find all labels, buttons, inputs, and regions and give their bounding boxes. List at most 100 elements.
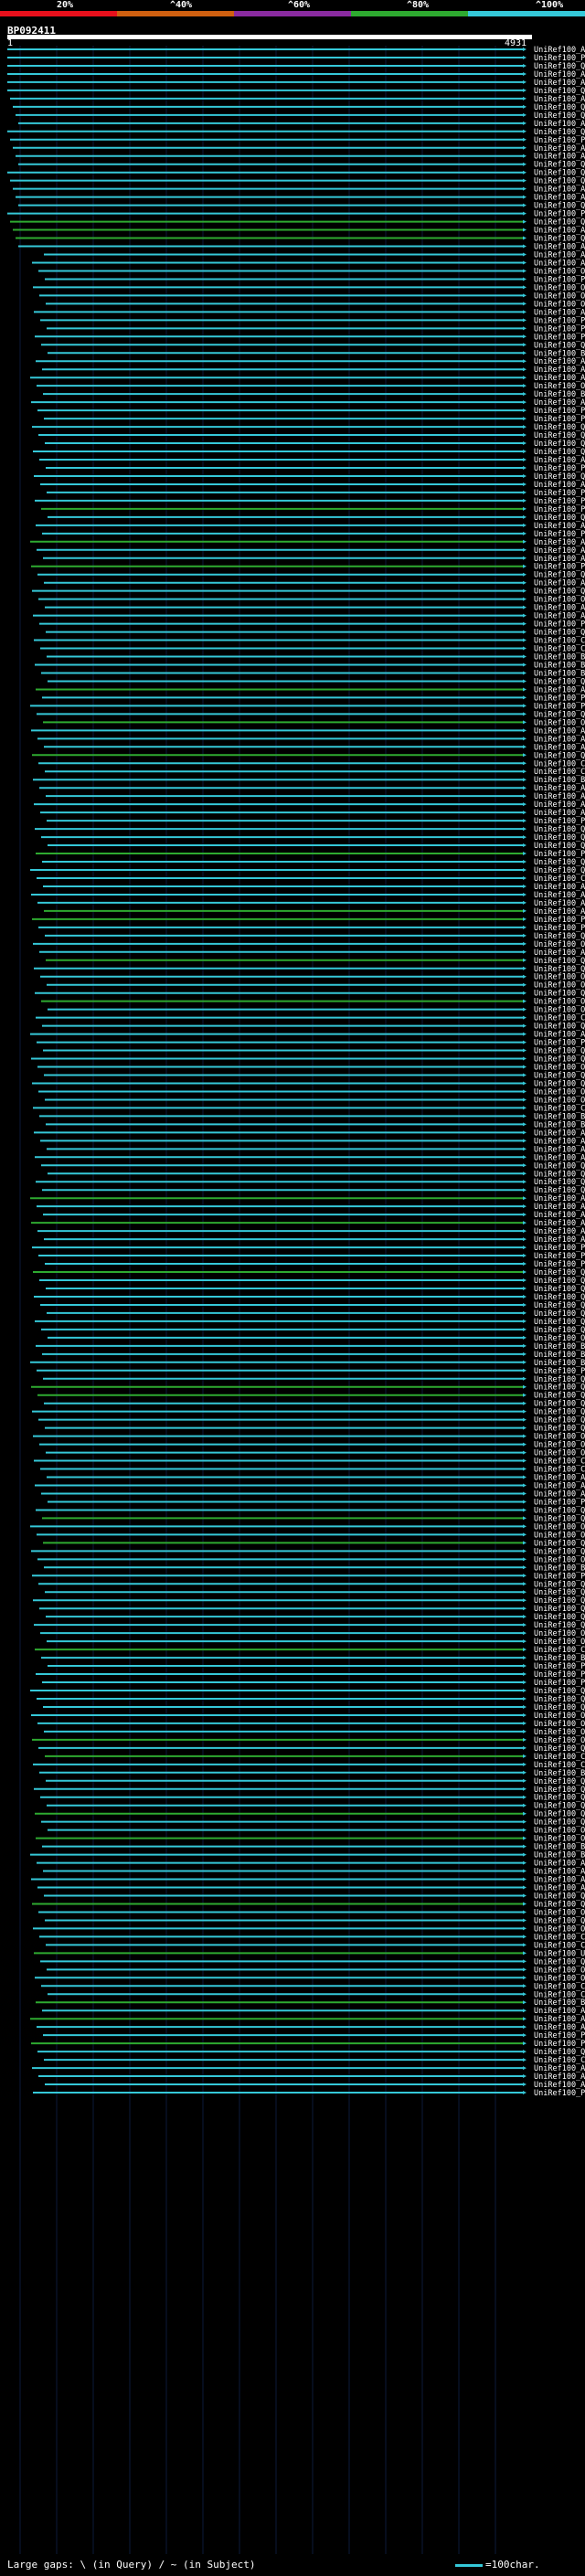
hit-label: UniRef100_A6U264 bbox=[534, 79, 585, 88]
hit-row: UniRef100_P27495 bbox=[35, 497, 585, 506]
hit-arrow bbox=[523, 875, 526, 880]
hit-arrow bbox=[523, 1680, 526, 1685]
hit-row: UniRef100_Q1EPK5 bbox=[45, 932, 585, 941]
hit-row: UniRef100_Q4GS47 bbox=[38, 431, 585, 440]
hit-arrow bbox=[523, 450, 526, 454]
hit-arrow bbox=[523, 982, 526, 987]
hit-label: UniRef100_O64445 bbox=[534, 998, 585, 1007]
hit-label: UniRef100_O41424 bbox=[534, 1433, 585, 1442]
hit-row: UniRef100_P14273 bbox=[7, 54, 585, 63]
hit-label: UniRef100_Q4VV59 bbox=[534, 1818, 585, 1828]
hit-label: UniRef100_O64447 bbox=[534, 300, 585, 309]
hit-label: UniRef100_P12332 bbox=[534, 2089, 585, 2098]
hit-arrow bbox=[523, 2041, 526, 2046]
hit-label: UniRef100_A9PO02 bbox=[534, 784, 585, 793]
hit-label: UniRef100_P27497 bbox=[534, 563, 585, 572]
hit-label: UniRef100_C5IFT7 bbox=[534, 1014, 585, 1023]
hit-label: UniRef100_B7FKP1 bbox=[534, 1342, 585, 1352]
hit-row: UniRef100_A9SGM1 bbox=[31, 726, 585, 736]
hit-arrow bbox=[523, 720, 526, 725]
hit-label: UniRef100_Q19UF9 bbox=[534, 2048, 585, 2057]
hit-arrow bbox=[523, 1442, 526, 1447]
hit-arrow bbox=[523, 663, 526, 667]
hit-row: UniRef100_B6T1H1 bbox=[42, 1351, 585, 1360]
hit-label: UniRef100_P27493 bbox=[534, 1252, 585, 1261]
hit-arrow bbox=[523, 1590, 526, 1595]
hit-row: UniRef100_Q4VV5O bbox=[40, 1301, 585, 1310]
hit-label: UniRef100_O41234 bbox=[534, 1720, 585, 1729]
hit-row: UniRef100_A9RT62 bbox=[47, 1474, 585, 1483]
hit-row: UniRef100_Q1A179 bbox=[41, 1326, 585, 1335]
hit-row: UniRef100_O41234 bbox=[37, 1720, 585, 1729]
hit-row: UniRef100_Q19UF9 bbox=[37, 2048, 585, 2057]
hit-arrow bbox=[523, 310, 526, 314]
hit-label: UniRef100_Q9X0B3 bbox=[534, 1268, 585, 1277]
hit-arrow bbox=[523, 260, 526, 265]
hit-row: UniRef100_A2SY35 bbox=[13, 144, 585, 154]
hit-arrow bbox=[523, 1786, 526, 1791]
hit-label: UniRef100_B8LPT5 bbox=[534, 1843, 585, 1852]
hit-row: UniRef100_Q9XJ30 bbox=[43, 1539, 585, 1548]
hit-label: UniRef100_P04782 bbox=[534, 333, 585, 342]
hit-arrow bbox=[523, 941, 526, 946]
hit-label: UniRef100_Q9SPX8 bbox=[534, 1375, 585, 1384]
hit-arrow bbox=[523, 949, 526, 954]
hit-row: UniRef100_P22686 bbox=[10, 136, 585, 145]
hit-row: UniRef100_Q9LE97 bbox=[46, 1613, 585, 1622]
legend-segment bbox=[117, 11, 234, 16]
hit-label: UniRef100_Q765P5 bbox=[534, 965, 585, 974]
hit-label: UniRef100_Q39142 bbox=[534, 1023, 585, 1032]
hit-row: UniRef100_Q00984 bbox=[30, 866, 585, 875]
hit-label: UniRef100_Q4VV56 bbox=[534, 1170, 585, 1179]
hit-row: UniRef100_A9SQ97 bbox=[30, 2015, 585, 2024]
hit-label: UniRef100_Q1WLW1 bbox=[534, 111, 585, 121]
hit-row: UniRef100_A5C4U9 bbox=[37, 1227, 585, 1236]
hit-label: UniRef100_P07370 bbox=[534, 1498, 585, 1507]
hit-label: UniRef100_P27517 bbox=[534, 210, 585, 219]
hit-row: UniRef100_A4GPL1 bbox=[18, 243, 585, 252]
hit-row: UniRef100_P07369 bbox=[40, 316, 585, 325]
hit-arrow bbox=[523, 1089, 526, 1094]
hit-arrow bbox=[523, 999, 526, 1003]
hit-label: UniRef100_A4F3R4 bbox=[534, 1031, 585, 1040]
hit-arrow bbox=[523, 1229, 526, 1234]
hit-label: UniRef100_A4GPL0 bbox=[534, 366, 585, 375]
hit-row: UniRef100_A4GPK9 bbox=[30, 374, 585, 383]
hit-label: UniRef100_O41985 bbox=[534, 1522, 585, 1532]
hit-arrow bbox=[523, 88, 526, 92]
hit-label: UniRef100_Q1A179 bbox=[534, 1326, 585, 1335]
hit-row: UniRef100_A4GPK7 bbox=[34, 308, 585, 317]
legend-label: 20% bbox=[57, 0, 74, 10]
hit-label: UniRef100_O64444 bbox=[534, 1638, 585, 1647]
hit-arrow bbox=[523, 966, 526, 970]
hit-arrow bbox=[523, 293, 526, 298]
hit-row: UniRef100_A4F3R3 bbox=[33, 612, 585, 621]
hit-arrow bbox=[523, 958, 526, 962]
hit-row: UniRef100_Q4VV47 bbox=[45, 1425, 585, 1434]
hit-label: UniRef100_A9PE15 bbox=[534, 899, 585, 908]
hit-label: UniRef100_A9NNA9 bbox=[534, 1137, 585, 1146]
hit-arrow bbox=[523, 572, 526, 577]
hit-arrow bbox=[523, 121, 526, 125]
hit-label: UniRef100_O49061 bbox=[534, 596, 585, 605]
hit-arrow bbox=[523, 1918, 526, 1923]
hit-arrow bbox=[523, 1910, 526, 1914]
hit-row: UniRef100_B6TZY9 bbox=[30, 1851, 585, 1860]
hit-label: UniRef100_B9IUN6 bbox=[534, 1998, 585, 2008]
hit-label: UniRef100_A9T769 bbox=[534, 735, 585, 744]
hit-row: UniRef100_P07370 bbox=[48, 1498, 585, 1507]
hit-row: UniRef100_C5YTM1 bbox=[40, 645, 585, 654]
hit-label: UniRef100_B6T1H1 bbox=[534, 1351, 585, 1360]
hit-row: UniRef100_A9TL35 bbox=[37, 1860, 585, 1869]
hit-label: UniRef100_P20866 bbox=[534, 694, 585, 703]
hit-row: UniRef100_Q1L7U1 bbox=[45, 1916, 585, 1925]
hit-arrow bbox=[523, 1434, 526, 1438]
hit-label: UniRef100_Q9LE97 bbox=[534, 1613, 585, 1622]
hit-arrow bbox=[523, 1106, 526, 1110]
hit-label: UniRef100_A6U287 bbox=[534, 46, 585, 55]
hit-row: UniRef100_O04886 bbox=[33, 940, 585, 949]
hit-row: UniRef100_UPI000... bbox=[34, 1949, 585, 1958]
legend-label: ^80% bbox=[407, 0, 430, 10]
hit-arrow bbox=[523, 1745, 526, 1750]
hit-row: UniRef100_A9N154 bbox=[37, 1884, 585, 1893]
